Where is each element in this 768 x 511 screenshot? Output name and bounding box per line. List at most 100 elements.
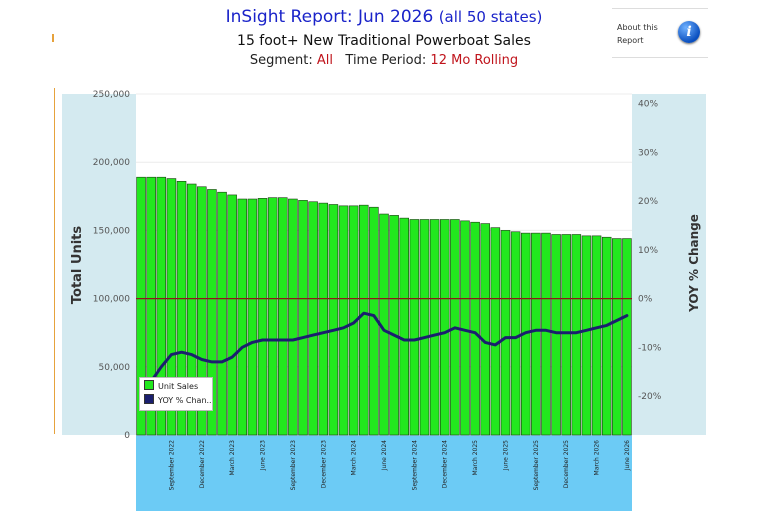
legend-label: Unit Sales <box>158 382 199 391</box>
report-title-scope: (all 50 states) <box>438 8 543 26</box>
yoy-line <box>139 311 629 403</box>
legend-swatch <box>144 380 154 390</box>
right-axis-panel <box>632 94 706 435</box>
bar <box>186 183 197 436</box>
bar <box>267 197 278 436</box>
period-label: Time Period: <box>345 53 427 68</box>
bar <box>622 238 632 436</box>
y-tick-label: 200,000 <box>93 158 130 168</box>
bar <box>429 219 440 436</box>
left-axis-panel <box>62 94 136 435</box>
y2-tick-label: 20% <box>638 197 658 207</box>
x-axis-ticks: September 2022 December 2022 March 2023 Jun… <box>168 440 631 491</box>
bar <box>439 219 450 436</box>
bar <box>399 217 410 436</box>
bar <box>308 201 318 436</box>
legend-label: YOY % Chan.. <box>158 396 212 405</box>
x-axis-strip <box>136 435 632 511</box>
report-title-main: InSight Report: Jun 2026 <box>225 7 434 27</box>
x-tick-label: September 2025 <box>533 440 540 491</box>
y-tick-label: 150,000 <box>93 226 130 236</box>
bar <box>156 176 167 436</box>
bar <box>278 197 288 436</box>
bar <box>217 191 227 436</box>
about-report-label[interactable]: About this Report <box>617 23 658 45</box>
bar <box>358 204 369 436</box>
bar-series <box>136 176 632 436</box>
bar <box>207 189 217 436</box>
bar <box>136 176 146 436</box>
bar <box>227 194 237 436</box>
segment-label: Segment: <box>249 53 313 68</box>
y2-tick-label: 10% <box>638 246 658 256</box>
about-report-panel[interactable]: About this Report i <box>612 8 708 58</box>
x-tick-label: December 2025 <box>563 440 570 488</box>
x-tick-label: June 2023 <box>260 440 267 471</box>
report-title: InSight Report: Jun 2026 (all 50 states) <box>0 7 768 27</box>
legend-item-unit-sales[interactable]: Unit Sales <box>144 380 198 392</box>
legend-item-yoy[interactable]: YOY % Chan.. <box>144 394 212 406</box>
bar <box>510 231 521 436</box>
x-tick-label: March 2025 <box>472 440 479 476</box>
x-tick-label: September 2023 <box>290 440 297 491</box>
x-tick-label: December 2023 <box>320 440 327 488</box>
y-tick-label: 100,000 <box>93 295 130 305</box>
bar <box>257 198 268 436</box>
bar <box>318 202 329 436</box>
chart-legend[interactable]: Unit Sales YOY % Chan.. <box>139 377 213 411</box>
bar <box>551 234 561 436</box>
bar <box>338 205 349 436</box>
bar <box>601 236 612 436</box>
x-tick-label: March 2023 <box>229 440 236 476</box>
right-axis-ticks: 40% 30% 20% 10% 0% -10% -20% <box>638 100 662 402</box>
segment-value[interactable]: All <box>316 53 333 68</box>
bar <box>288 198 298 436</box>
bar <box>581 235 592 436</box>
bar <box>591 235 602 436</box>
bar <box>490 227 501 436</box>
bar <box>176 180 187 436</box>
bar <box>480 223 490 436</box>
bar <box>197 186 207 436</box>
bar <box>571 234 582 436</box>
legend-swatch <box>144 394 154 404</box>
right-axis-title: YOY % Change <box>687 214 701 313</box>
y2-tick-label: -20% <box>638 392 662 402</box>
info-icon[interactable]: i <box>678 21 700 43</box>
report-subtitle: 15 foot+ New Traditional Powerboat Sales <box>237 33 531 49</box>
x-tick-label: June 2025 <box>503 440 510 471</box>
bar <box>531 232 541 436</box>
y-tick-label: 0 <box>124 431 130 441</box>
bar <box>298 200 308 436</box>
y2-tick-label: 0% <box>638 295 653 305</box>
bar <box>409 219 420 436</box>
bar <box>247 198 258 436</box>
x-tick-label: September 2024 <box>411 440 418 491</box>
x-tick-label: December 2024 <box>442 440 449 488</box>
bar <box>460 220 470 436</box>
bar <box>612 238 622 436</box>
x-tick-label: June 2024 <box>381 440 388 471</box>
bar <box>500 230 511 436</box>
bar <box>561 234 571 436</box>
x-tick-label: September 2022 <box>168 440 175 491</box>
y-tick-label: 50,000 <box>99 363 131 373</box>
bar <box>237 198 248 436</box>
left-axis-title: Total Units <box>70 226 85 305</box>
y2-tick-label: 30% <box>638 148 658 158</box>
period-value[interactable]: 12 Mo Rolling <box>430 53 519 68</box>
x-tick-label: December 2022 <box>199 440 206 488</box>
bar <box>470 221 480 436</box>
decorative-mark <box>52 34 57 42</box>
bar <box>328 204 339 436</box>
x-tick-label: March 2024 <box>351 440 358 476</box>
x-tick-label: June 2026 <box>624 440 631 471</box>
bar <box>541 232 551 436</box>
x-tick-label: March 2026 <box>594 440 601 476</box>
y2-tick-label: 40% <box>638 100 658 110</box>
y-tick-label: 250,000 <box>93 90 130 100</box>
left-axis-ticks: 250,000 200,000 150,000 100,000 50,000 0 <box>93 90 130 441</box>
bar <box>389 215 399 436</box>
dashboard-frame-edge <box>54 88 59 434</box>
